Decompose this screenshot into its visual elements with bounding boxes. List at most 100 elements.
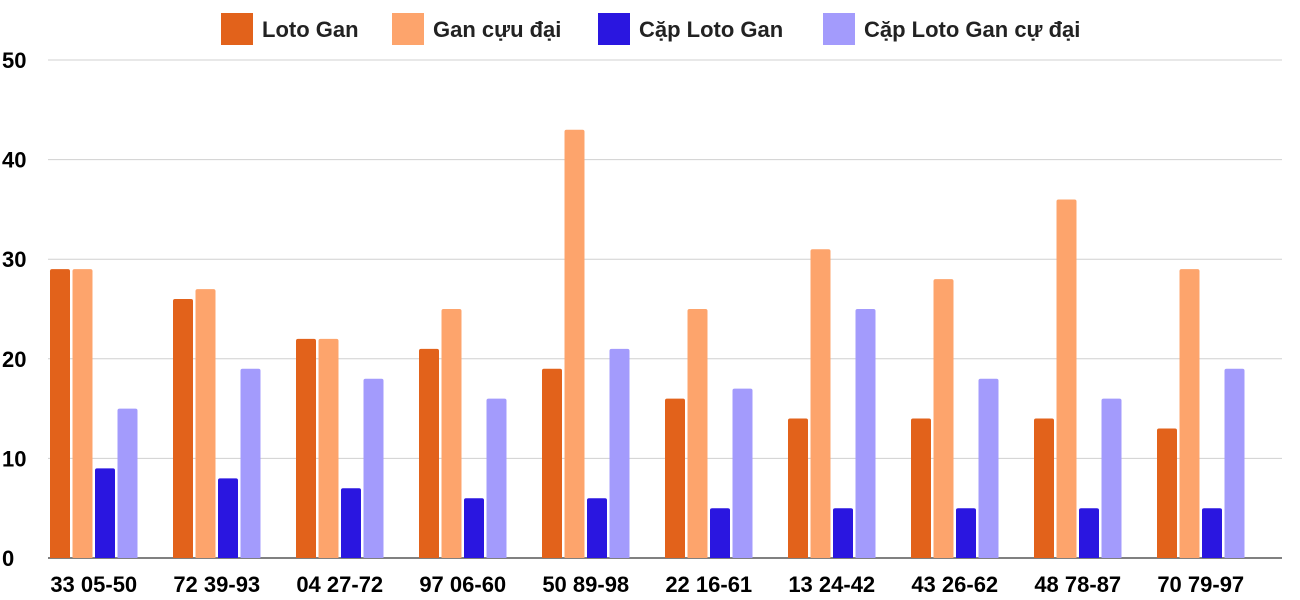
bar-base	[687, 555, 708, 558]
bar-base	[587, 555, 607, 558]
bar-base	[732, 555, 753, 558]
bar-base	[50, 555, 70, 558]
bar-gan-cựu-đại-4	[564, 129, 585, 558]
bar-cặp-loto-gan-2	[341, 488, 361, 558]
bar-base	[363, 555, 384, 558]
bar-gan-cựu-đại-2	[318, 338, 339, 558]
x-tick-label: 72 39-93	[173, 572, 260, 597]
bar-cặp-loto-gan-cự-đại-6	[855, 309, 876, 558]
bar-base	[240, 555, 261, 558]
bar-base	[464, 555, 484, 558]
bar-base	[117, 555, 138, 558]
bar-cặp-loto-gan-cự-đại-1	[240, 368, 261, 558]
bar-cặp-loto-gan-6	[833, 508, 853, 558]
bars	[50, 129, 1245, 559]
bar-cặp-loto-gan-cự-đại-7	[978, 378, 999, 558]
legend-label: Gan cựu đại	[433, 17, 561, 42]
y-axis-ticks: 0 10 20 30 40 50	[2, 48, 26, 571]
legend-label: Loto Gan	[262, 17, 359, 42]
bar-gan-cựu-đại-8	[1056, 199, 1077, 558]
legend-label: Cặp Loto Gan	[639, 17, 783, 42]
bar-cặp-loto-gan-cự-đại-4	[609, 348, 630, 558]
bar-cặp-loto-gan-cự-đại-0	[117, 408, 138, 558]
bar-gan-cựu-đại-6	[810, 249, 831, 559]
bar-loto-gan-5	[665, 398, 685, 558]
bar-gan-cựu-đại-1	[195, 289, 216, 558]
bar-loto-gan-2	[296, 338, 316, 558]
bar-base	[486, 555, 507, 558]
legend-swatch	[823, 13, 855, 45]
bar-base	[911, 555, 931, 558]
bar-loto-gan-6	[788, 418, 808, 558]
bar-loto-gan-3	[419, 348, 439, 558]
bar-gan-cựu-đại-7	[933, 279, 954, 558]
bar-cặp-loto-gan-4	[587, 498, 607, 558]
bar-cặp-loto-gan-cự-đại-9	[1224, 368, 1245, 558]
bar-base	[72, 555, 93, 558]
y-tick-label: 50	[2, 48, 26, 73]
bar-gan-cựu-đại-3	[441, 309, 462, 558]
bar-gan-cựu-đại-9	[1179, 269, 1200, 558]
bar-base	[341, 555, 361, 558]
x-tick-label: 70 79-97	[1157, 572, 1244, 597]
x-tick-label: 97 06-60	[419, 572, 506, 597]
x-tick-label: 22 16-61	[665, 572, 752, 597]
bar-base	[855, 555, 876, 558]
bar-base	[173, 555, 193, 558]
y-tick-label: 30	[2, 247, 26, 272]
bar-base	[296, 555, 316, 558]
y-tick-label: 20	[2, 347, 26, 372]
bar-loto-gan-8	[1034, 418, 1054, 558]
y-tick-label: 40	[2, 148, 26, 173]
bar-cặp-loto-gan-3	[464, 498, 484, 558]
bar-loto-gan-0	[50, 269, 70, 558]
bar-base	[956, 555, 976, 558]
bar-base	[318, 555, 339, 558]
bar-base	[1157, 555, 1177, 558]
bar-base	[1224, 555, 1245, 558]
bar-base	[933, 555, 954, 558]
x-tick-label: 33 05-50	[50, 572, 137, 597]
bar-base	[665, 555, 685, 558]
bar-base	[1179, 555, 1200, 558]
bar-gan-cựu-đại-0	[72, 269, 93, 558]
bar-cặp-loto-gan-cự-đại-5	[732, 388, 753, 558]
bar-cặp-loto-gan-cự-đại-2	[363, 378, 384, 558]
bar-loto-gan-9	[1157, 428, 1177, 558]
bar-base	[542, 555, 562, 558]
bar-base	[441, 555, 462, 558]
x-tick-label: 04 27-72	[296, 572, 383, 597]
bar-cặp-loto-gan-1	[218, 478, 238, 558]
bar-loto-gan-7	[911, 418, 931, 558]
legend-label: Cặp Loto Gan cự đại	[864, 17, 1080, 42]
bar-base	[710, 555, 730, 558]
bar-loto-gan-4	[542, 368, 562, 558]
y-tick-label: 10	[2, 446, 26, 471]
bar-cặp-loto-gan-cự-đại-8	[1101, 398, 1122, 558]
bar-base	[419, 555, 439, 558]
bar-base	[1034, 555, 1054, 558]
bar-base	[810, 555, 831, 558]
bar-base	[95, 555, 115, 558]
bar-base	[1202, 555, 1222, 558]
bar-cặp-loto-gan-cự-đại-3	[486, 398, 507, 558]
legend-swatch	[598, 13, 630, 45]
bar-base	[1079, 555, 1099, 558]
x-tick-label: 43 26-62	[911, 572, 998, 597]
legend-swatch	[392, 13, 424, 45]
bar-cặp-loto-gan-9	[1202, 508, 1222, 558]
bar-cặp-loto-gan-5	[710, 508, 730, 558]
bar-base	[1101, 555, 1122, 558]
x-tick-label: 48 78-87	[1034, 572, 1121, 597]
bar-cặp-loto-gan-7	[956, 508, 976, 558]
bar-base	[833, 555, 853, 558]
bar-base	[609, 555, 630, 558]
bar-base	[218, 555, 238, 558]
x-tick-label: 13 24-42	[788, 572, 875, 597]
bar-gan-cựu-đại-5	[687, 309, 708, 558]
bar-base	[978, 555, 999, 558]
x-tick-label: 50 89-98	[542, 572, 629, 597]
legend: Loto Gan Gan cựu đại Cặp Loto Gan Cặp Loto …	[221, 13, 1080, 45]
bar-base	[788, 555, 808, 558]
